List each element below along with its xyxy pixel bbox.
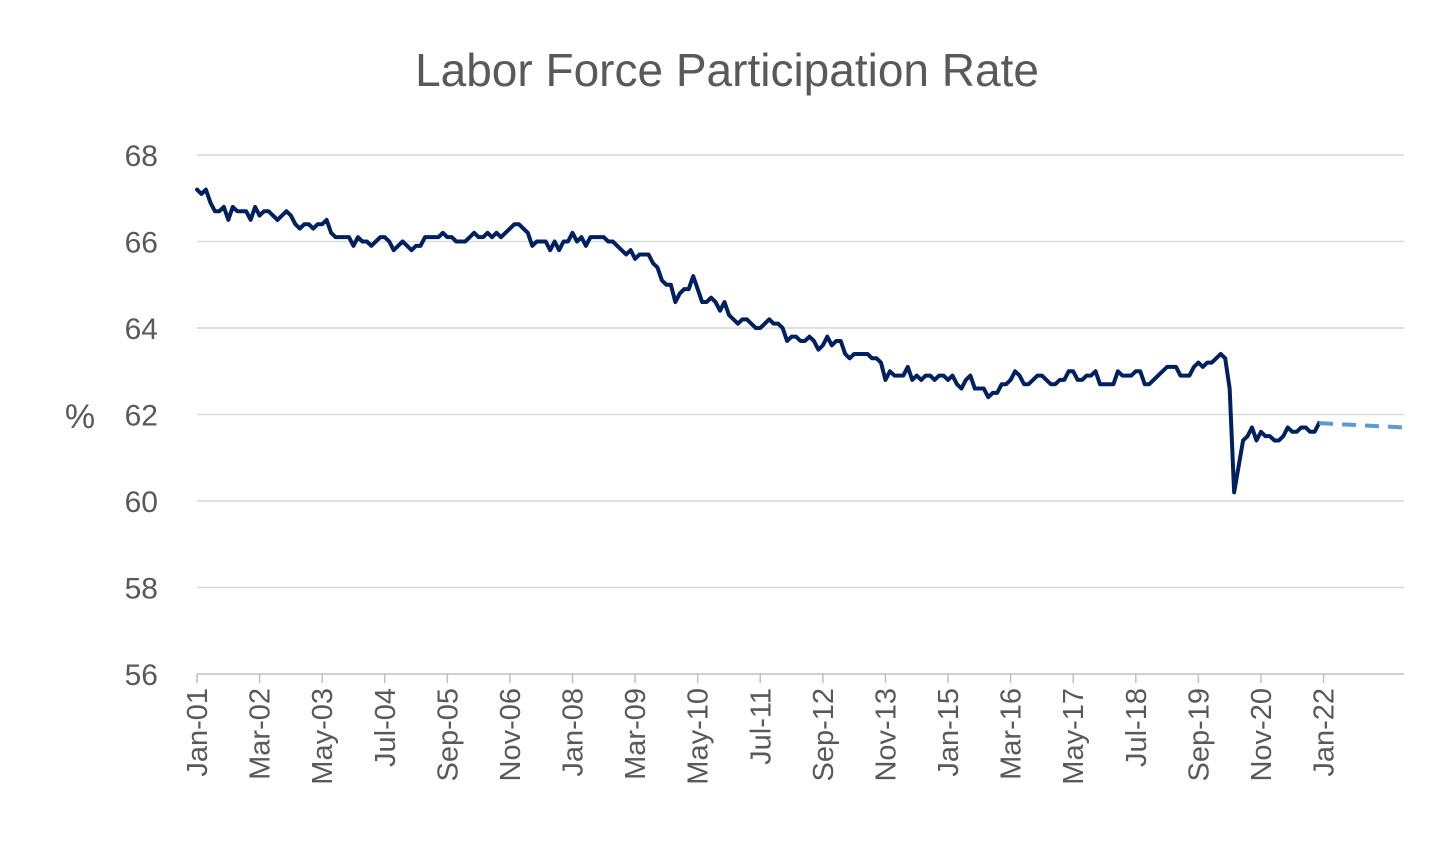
y-tick-labels: 56 58 60 62 64 66 68 [125,140,158,692]
x-tick-label-Jan-01: Jan-01 [182,688,214,777]
x-tick-label-Jul-11: Jul-11 [745,688,777,765]
x-tick-label-Jan-08: Jan-08 [558,688,590,777]
series-group [195,187,1405,495]
y-tick-label-64: 64 [125,313,158,346]
x-tick-label-Sep-12: Sep-12 [808,688,840,782]
x-tick-label-Nov-06: Nov-06 [495,688,527,782]
x-axis [196,673,1404,683]
x-tick-labels: Jan-01 Mar-02 May-03 Jul-04 Sep-05 Nov-06 Jan-… [182,688,1341,785]
x-tick-label-May-10: May-10 [683,688,715,785]
series-line-solid [195,187,1322,495]
y-axis-label: % [65,398,95,436]
y-tick-label-56: 56 [125,659,158,692]
x-tick-label-Sep-19: Sep-19 [1183,688,1215,782]
y-tick-label-66: 66 [125,227,158,260]
x-tick-label-Jul-04: Jul-04 [370,688,402,767]
y-tick-label-58: 58 [125,573,158,606]
x-tick-label-Mar-02: Mar-02 [245,688,277,780]
chart-title: Labor Force Participation Rate [415,44,1039,96]
series-line-dashed [1318,421,1405,430]
gridlines [197,154,1404,589]
x-tick-label-Jan-15: Jan-15 [933,688,965,777]
x-tick-label-Jan-22: Jan-22 [1309,688,1341,777]
x-tick-label-Nov-13: Nov-13 [870,688,902,782]
x-tick-label-Nov-20: Nov-20 [1246,688,1278,782]
y-tick-label-62: 62 [125,400,158,433]
x-tick-label-Mar-16: Mar-16 [996,688,1028,780]
x-tick-label-Mar-09: Mar-09 [620,688,652,780]
y-tick-label-60: 60 [125,486,158,519]
x-tick-label-May-17: May-17 [1058,688,1090,785]
y-tick-label-68: 68 [125,140,158,173]
x-tick-label-Sep-05: Sep-05 [432,688,464,782]
x-tick-label-May-03: May-03 [307,688,339,785]
x-tick-label-Jul-18: Jul-18 [1121,688,1153,767]
